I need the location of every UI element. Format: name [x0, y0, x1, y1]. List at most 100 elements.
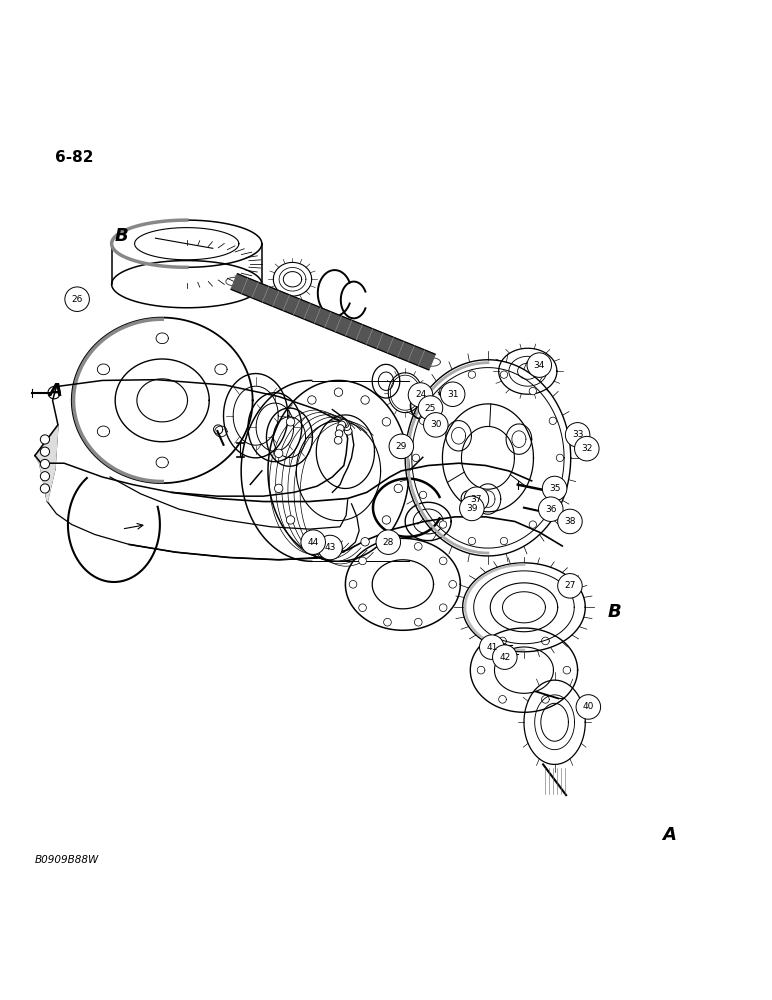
- Circle shape: [65, 287, 90, 311]
- Text: B: B: [608, 603, 621, 621]
- Circle shape: [344, 427, 352, 435]
- Circle shape: [275, 484, 283, 493]
- Text: 40: 40: [583, 702, 594, 711]
- Text: 27: 27: [564, 581, 576, 590]
- Circle shape: [301, 530, 326, 554]
- Circle shape: [464, 487, 489, 511]
- Circle shape: [439, 557, 447, 565]
- Text: 44: 44: [307, 538, 319, 547]
- Circle shape: [384, 618, 391, 626]
- Circle shape: [415, 618, 422, 626]
- Circle shape: [338, 421, 346, 429]
- Circle shape: [493, 645, 517, 669]
- Circle shape: [40, 447, 49, 456]
- Text: 25: 25: [425, 404, 436, 413]
- Circle shape: [337, 425, 344, 432]
- Circle shape: [469, 371, 476, 378]
- Circle shape: [40, 459, 49, 469]
- Text: B0909B88W: B0909B88W: [35, 855, 100, 865]
- Text: 6-82: 6-82: [55, 150, 93, 165]
- Circle shape: [439, 387, 447, 395]
- Circle shape: [275, 449, 283, 458]
- Circle shape: [543, 476, 567, 501]
- Circle shape: [394, 484, 402, 493]
- Circle shape: [539, 497, 563, 521]
- Text: B: B: [115, 227, 128, 245]
- Circle shape: [308, 538, 316, 546]
- Circle shape: [412, 454, 420, 462]
- Circle shape: [334, 436, 342, 444]
- Circle shape: [359, 604, 367, 612]
- Text: 38: 38: [564, 517, 576, 526]
- Circle shape: [335, 430, 343, 438]
- Text: 36: 36: [545, 505, 557, 514]
- Text: 43: 43: [324, 543, 336, 552]
- Circle shape: [341, 420, 349, 428]
- Text: A: A: [662, 826, 676, 844]
- Text: 30: 30: [430, 420, 442, 429]
- Circle shape: [318, 535, 342, 560]
- Text: 35: 35: [549, 484, 560, 493]
- Text: 29: 29: [395, 442, 407, 451]
- Polygon shape: [231, 274, 435, 370]
- Circle shape: [565, 423, 590, 447]
- Circle shape: [527, 353, 551, 377]
- Circle shape: [440, 382, 465, 406]
- Circle shape: [384, 543, 391, 550]
- Circle shape: [557, 574, 582, 598]
- Circle shape: [40, 435, 49, 444]
- Circle shape: [286, 516, 295, 524]
- Circle shape: [439, 521, 447, 528]
- Circle shape: [361, 396, 369, 404]
- Circle shape: [349, 580, 357, 588]
- Circle shape: [418, 396, 442, 420]
- Circle shape: [419, 417, 427, 424]
- Text: 39: 39: [466, 504, 478, 513]
- Text: 32: 32: [581, 444, 592, 453]
- Text: 34: 34: [533, 361, 545, 370]
- Circle shape: [439, 604, 447, 612]
- Circle shape: [557, 454, 564, 462]
- Circle shape: [359, 557, 367, 565]
- Circle shape: [376, 530, 401, 554]
- Circle shape: [419, 491, 427, 499]
- Text: 42: 42: [499, 653, 510, 662]
- Circle shape: [449, 580, 456, 588]
- Circle shape: [343, 423, 350, 431]
- Circle shape: [334, 388, 343, 396]
- Circle shape: [424, 413, 448, 437]
- Circle shape: [557, 509, 582, 534]
- Circle shape: [40, 484, 49, 493]
- Text: 28: 28: [383, 538, 394, 547]
- Text: A: A: [48, 382, 62, 400]
- Circle shape: [415, 543, 422, 550]
- Text: 31: 31: [447, 390, 459, 399]
- Circle shape: [334, 545, 343, 554]
- Text: 37: 37: [471, 495, 482, 504]
- Circle shape: [382, 418, 391, 426]
- Text: 26: 26: [72, 295, 83, 304]
- Circle shape: [361, 538, 369, 546]
- Circle shape: [549, 417, 557, 424]
- Circle shape: [500, 537, 508, 545]
- Circle shape: [479, 635, 504, 659]
- Circle shape: [286, 418, 295, 426]
- Circle shape: [576, 695, 601, 719]
- Polygon shape: [35, 425, 58, 502]
- Circle shape: [394, 449, 402, 458]
- Circle shape: [40, 472, 49, 481]
- Circle shape: [469, 537, 476, 545]
- Circle shape: [382, 516, 391, 524]
- Text: 33: 33: [572, 430, 584, 439]
- Text: 24: 24: [415, 390, 426, 399]
- Circle shape: [574, 436, 599, 461]
- Circle shape: [529, 521, 537, 528]
- Circle shape: [549, 491, 557, 499]
- Circle shape: [459, 496, 484, 521]
- Circle shape: [500, 371, 508, 378]
- Circle shape: [308, 396, 316, 404]
- Circle shape: [340, 420, 347, 427]
- Circle shape: [408, 383, 433, 407]
- Circle shape: [389, 434, 414, 459]
- Text: 41: 41: [486, 643, 497, 652]
